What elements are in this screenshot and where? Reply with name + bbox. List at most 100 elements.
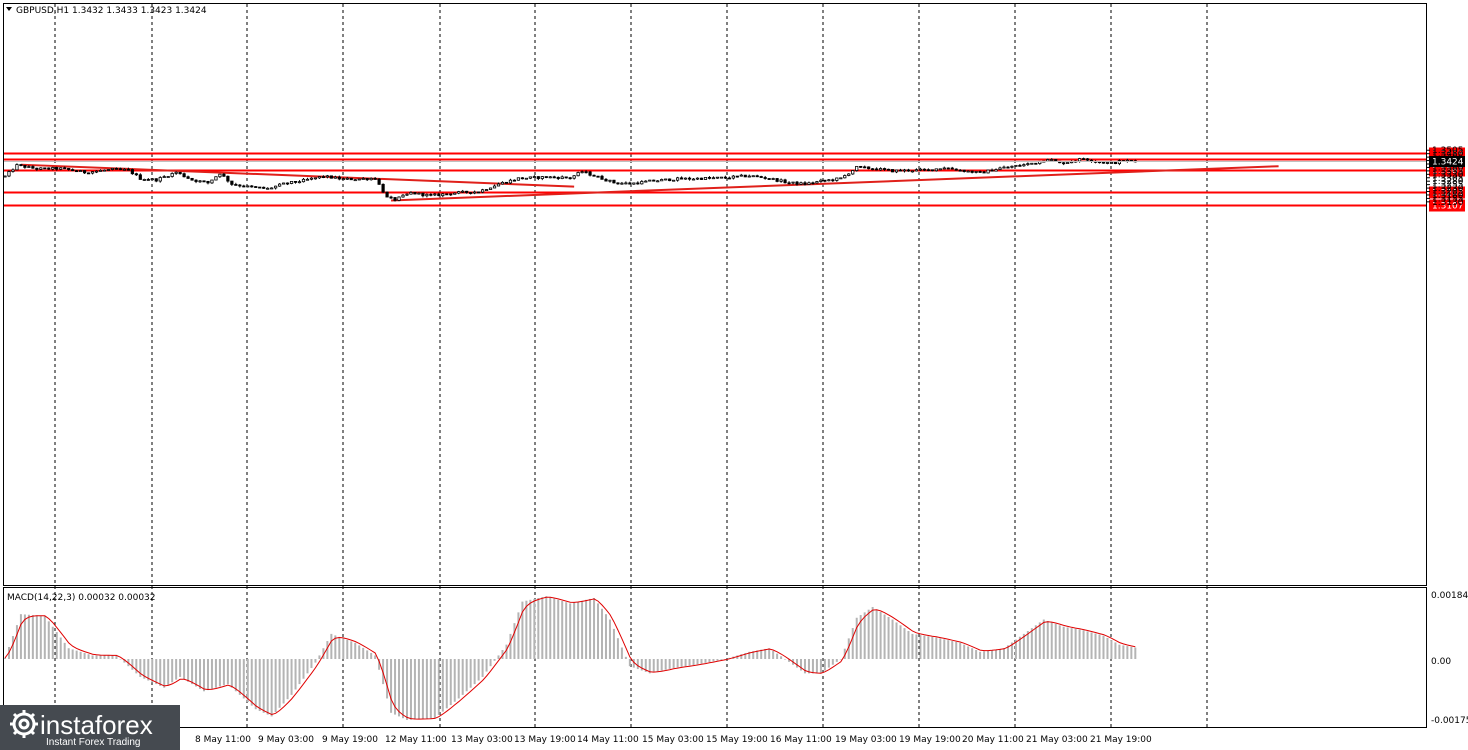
support-trend-line[interactable] [391,165,1279,202]
macd-bar [819,659,822,674]
candle [162,175,166,179]
candle [405,193,409,197]
candle [855,165,859,172]
candle [218,173,222,178]
candle [950,166,954,170]
macd-bar [318,655,321,659]
candle [19,164,23,167]
candle [751,175,755,178]
logo-name: instaforex [40,710,153,740]
macd-bar [1110,640,1113,659]
macd-bar [262,659,265,713]
macd-bar [780,656,783,659]
macd-bar [545,596,548,659]
candle [1113,161,1118,165]
macd-bar [585,599,588,659]
macd-bar [270,659,273,717]
candle [859,165,863,168]
candle [1026,162,1030,166]
candle [612,179,616,184]
macd-bar [195,659,198,687]
candle [321,175,326,179]
macd-bar [855,617,858,659]
macd-bar [310,659,313,668]
candle [190,177,194,181]
macd-bar [1022,633,1025,659]
price-axis[interactable]: 1.35051.34801.34551.34301.34051.33801.33… [1426,146,1464,208]
candle [743,174,747,178]
macd-bar [99,655,102,659]
macd-bar [883,614,886,659]
level-label: 1.3107 [1432,202,1464,212]
macd-bar [676,659,679,668]
macd-title: MACD(14,22,3) 0.00032 0.00032 [7,593,156,603]
candle [564,176,568,179]
macd-bar [839,659,842,660]
macd-bar [947,640,950,659]
candle [664,178,668,181]
candle [377,178,381,185]
macd-bar [405,659,408,720]
macd-bar [1118,644,1121,659]
candle [309,177,314,181]
candle [524,177,528,180]
time-tick-label: 13 May 19:00 [514,735,576,745]
candle [691,178,696,181]
price-pane-border [3,3,1427,586]
macd-bar [111,655,114,659]
macd-bar [326,641,329,659]
macd-bar [294,659,297,690]
candle [715,176,720,179]
candle [827,178,831,182]
macd-pane[interactable] [4,596,1137,720]
macd-bar [15,625,18,659]
macd-bar [131,659,134,670]
candle [138,173,142,180]
macd-bar [67,648,70,659]
level-tag [1429,199,1465,212]
candle [262,186,266,189]
level-label: 1.3365 [1432,167,1464,177]
macd-bar [1134,647,1137,659]
symbol-dropdown-icon[interactable] [6,7,12,11]
macd-bar [608,619,611,659]
candle [86,172,91,175]
candle [556,176,560,181]
candle [35,167,39,171]
candle [51,166,55,171]
candle [548,176,552,179]
candle [1002,165,1006,169]
candle [98,169,103,172]
macd-bar [119,659,122,660]
candle [676,176,680,182]
candle [329,175,333,179]
candle [254,186,258,188]
macd-bar [640,659,643,671]
macd-bar [831,659,834,665]
candle [1030,162,1034,165]
candle [795,180,799,186]
candle [998,166,1002,170]
macd-bar [107,655,110,659]
macd-bar [465,659,468,692]
candle [540,175,544,181]
macd-bar [453,659,456,702]
price-tick-label: 1.3355 [1432,167,1464,177]
candle [477,191,481,194]
macd-bar [788,659,791,662]
candle [122,168,126,171]
candle [604,178,608,182]
macd-bar [525,600,528,659]
candle [285,182,290,186]
macd-bar [951,641,954,659]
macd-bar [776,653,779,659]
candle [441,193,445,198]
macd-bar [123,659,126,663]
macd-bar [1078,629,1081,659]
macd-bar [593,598,596,659]
candle [672,179,676,182]
macd-bar [421,659,424,719]
macd-bar [581,600,584,659]
